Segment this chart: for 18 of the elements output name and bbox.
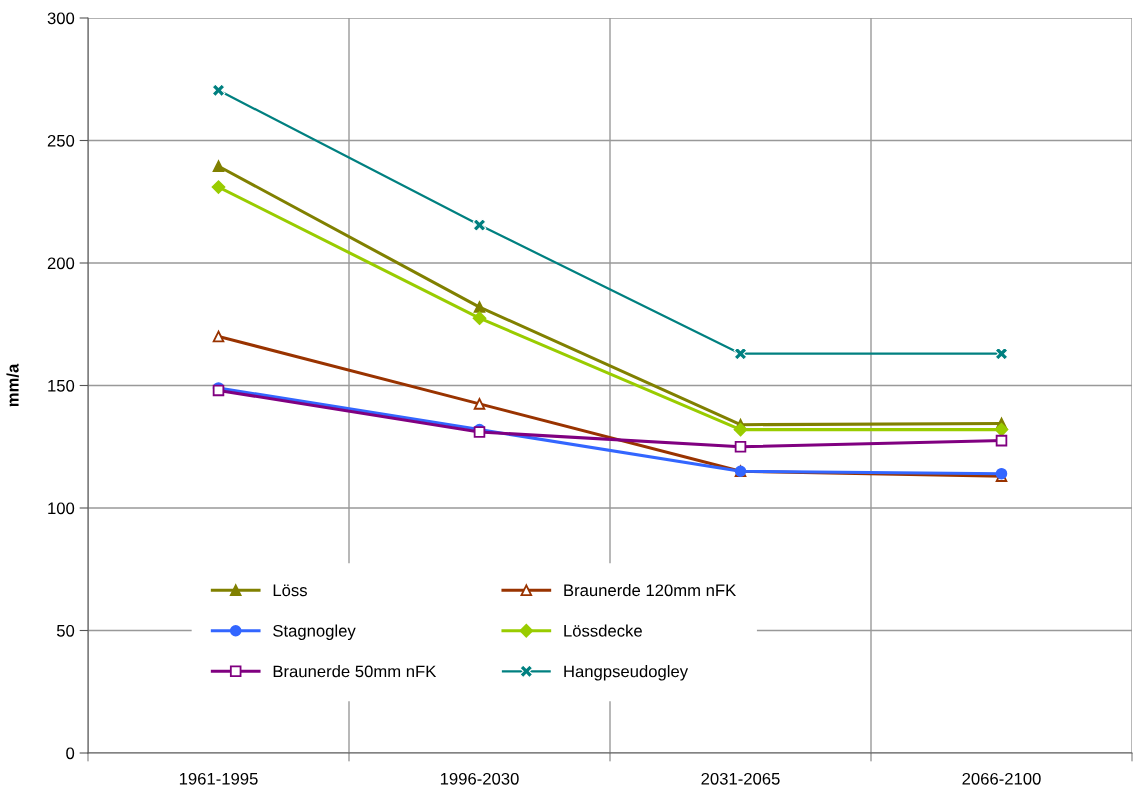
legend-label: Hangpseudogley: [564, 665, 689, 681]
legend-label: Braunerde 50mm nFK: [273, 665, 437, 678]
legend-label: Löss: [273, 584, 307, 597]
y-axis-title: mm/a: [6, 363, 19, 407]
y-tick-label: 200: [47, 257, 75, 270]
y-tick-label: 100: [48, 502, 75, 515]
y-tick-label: 0: [66, 747, 75, 760]
y-tick-label: 300: [47, 12, 75, 25]
legend-label: Stagnogley: [273, 624, 356, 641]
x-tick-label: 1996-2030: [440, 772, 519, 785]
y-tick-label: 150: [48, 379, 75, 392]
y-tick-label: 50: [56, 624, 75, 637]
x-tick-label: 2031-2065: [701, 772, 780, 785]
legend-label: Lössdecke: [564, 624, 642, 637]
x-tick-label: 1961-1995: [179, 772, 258, 785]
y-tick-label: 250: [47, 134, 75, 147]
x-tick-label: 2066-2100: [962, 772, 1041, 785]
legend-label: Braunerde 120mm nFK: [564, 583, 737, 597]
